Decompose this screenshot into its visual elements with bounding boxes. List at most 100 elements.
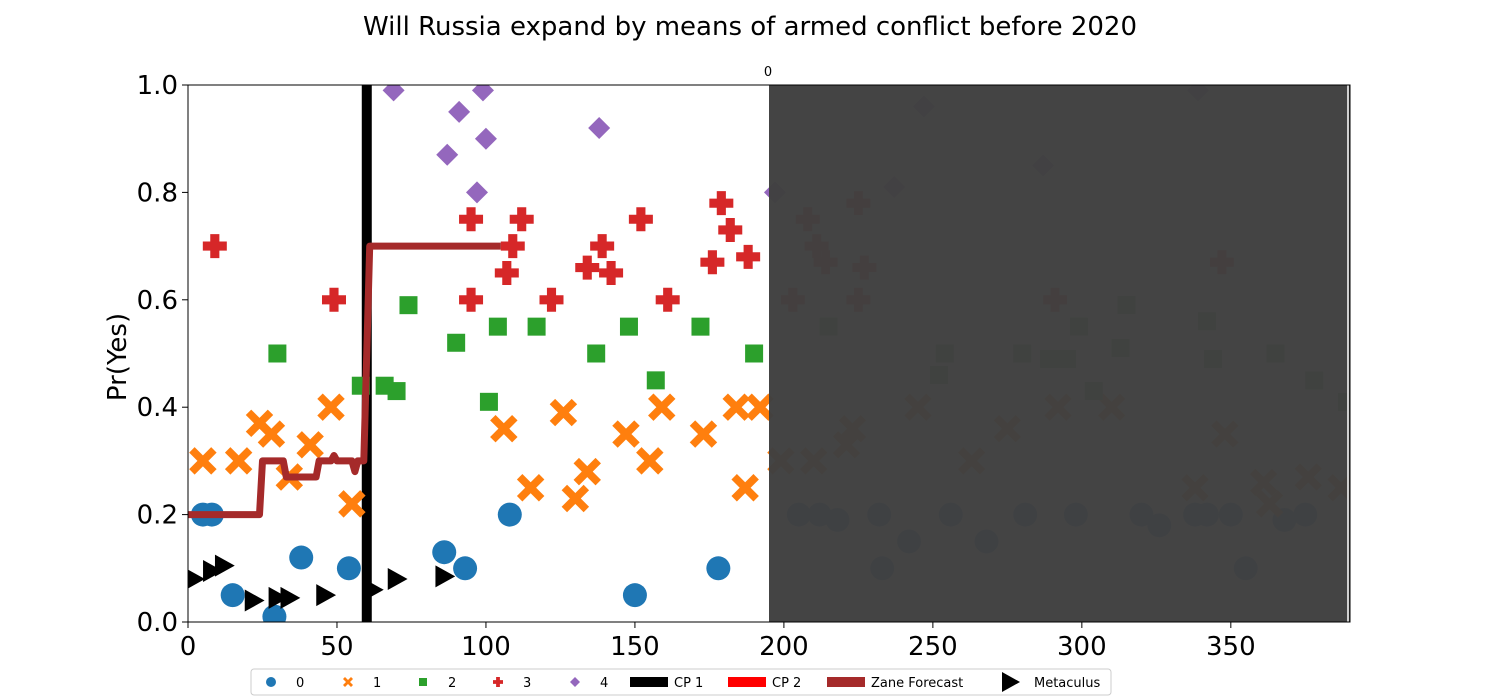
- data-point: [590, 234, 615, 259]
- data-point: [453, 556, 478, 581]
- axes: 0 50 100 150 200 250 300 350 0.0 0.2 0.4 0.6 0.8 1.0: [137, 71, 1351, 662]
- data-point: [387, 382, 406, 401]
- legend-label: 0: [296, 676, 304, 691]
- legend-entry: 2: [419, 676, 456, 691]
- legend-entry: 4: [570, 676, 608, 691]
- legend-marker: [1002, 672, 1020, 692]
- data-point: [612, 420, 640, 448]
- plot-content: [188, 85, 1350, 622]
- data-point: [436, 143, 459, 166]
- legend-swatch: [827, 677, 865, 687]
- x-tick-label: 100: [461, 632, 511, 662]
- data-point: [636, 447, 664, 475]
- data-point: [399, 296, 418, 315]
- legend-entry: Zane Forecast: [827, 676, 963, 691]
- data-point: [268, 586, 289, 609]
- data-point: [599, 260, 624, 285]
- data-point: [497, 502, 522, 527]
- data-point: [321, 287, 346, 312]
- data-point: [709, 191, 734, 216]
- data-point: [745, 344, 764, 363]
- data-point: [706, 556, 731, 581]
- data-point: [280, 586, 301, 609]
- data-point: [689, 420, 718, 448]
- data-point: [262, 604, 287, 622]
- data-point: [459, 207, 484, 232]
- data-point: [189, 447, 217, 475]
- y-tick-label: 0.0: [137, 608, 178, 638]
- data-point: [435, 565, 456, 588]
- data-point: [622, 583, 647, 608]
- data-point: [561, 484, 590, 513]
- legend-entry: 0: [266, 676, 304, 691]
- data-point: [474, 127, 497, 150]
- data-point: [500, 234, 525, 259]
- x-tick-label: 300: [1057, 632, 1107, 662]
- data-point: [336, 556, 361, 581]
- legend-marker: [343, 677, 353, 687]
- data-point: [289, 545, 314, 570]
- data-point: [387, 568, 408, 591]
- data-point: [296, 431, 324, 459]
- data-point: [382, 85, 405, 102]
- data-point: [490, 414, 518, 443]
- legend-label: 4: [600, 676, 608, 691]
- x-tick-label: 200: [759, 632, 809, 662]
- x-tick-label: 350: [1206, 632, 1256, 662]
- legend-label: 2: [448, 676, 456, 691]
- series-metaculus: [188, 554, 456, 612]
- data-point: [203, 559, 223, 582]
- data-point: [244, 589, 265, 612]
- data-point: [731, 474, 759, 502]
- legend-label: 3: [523, 676, 531, 691]
- chart-title: Will Russia expand by means of armed con…: [363, 12, 1137, 42]
- data-point: [317, 393, 345, 421]
- data-point: [718, 217, 743, 242]
- data-point: [573, 457, 601, 486]
- data-point: [316, 584, 337, 607]
- data-point: [646, 371, 665, 390]
- legend-label: Zane Forecast: [871, 676, 963, 691]
- data-point: [188, 569, 205, 589]
- data-point: [619, 317, 638, 336]
- data-point: [459, 287, 484, 312]
- axes-frame: [187, 84, 1351, 623]
- legend-entry: CP 2: [728, 676, 801, 691]
- zane-forecast-line: [188, 242, 501, 519]
- x-tick-label: 150: [610, 632, 660, 662]
- data-point: [509, 207, 534, 232]
- data-point: [220, 583, 245, 608]
- legend-box: [250, 668, 1112, 696]
- shaded-region-label: 0: [764, 65, 772, 80]
- y-tick-label: 1.0: [137, 71, 178, 101]
- legend-label: CP 1: [674, 676, 703, 691]
- x-tick-label: 50: [320, 632, 353, 662]
- y-axis-label: Pr(Yes): [103, 313, 133, 401]
- data-point: [588, 116, 611, 139]
- legend-label: 1: [373, 676, 381, 691]
- data-point: [257, 420, 286, 448]
- y-tick-label: 0.6: [137, 286, 178, 316]
- data-point: [648, 393, 676, 421]
- plot-area: [188, 85, 1350, 622]
- data-point: [736, 244, 761, 269]
- x-tick-label: 250: [908, 632, 958, 662]
- legend-marker: [493, 677, 503, 687]
- data-point: [691, 317, 710, 336]
- legend-swatch: [728, 677, 766, 687]
- data-point: [527, 317, 546, 336]
- legend-marker: [266, 677, 276, 687]
- data-point: [432, 540, 457, 565]
- data-point: [587, 344, 606, 363]
- data-point: [539, 287, 564, 312]
- data-point: [575, 255, 600, 280]
- data-point: [447, 333, 466, 352]
- data-point: [516, 474, 545, 502]
- data-point: [202, 234, 227, 259]
- data-point: [214, 554, 235, 577]
- data-point: [700, 250, 725, 275]
- data-point: [479, 392, 498, 411]
- data-point: [655, 287, 680, 312]
- data-point: [338, 490, 366, 518]
